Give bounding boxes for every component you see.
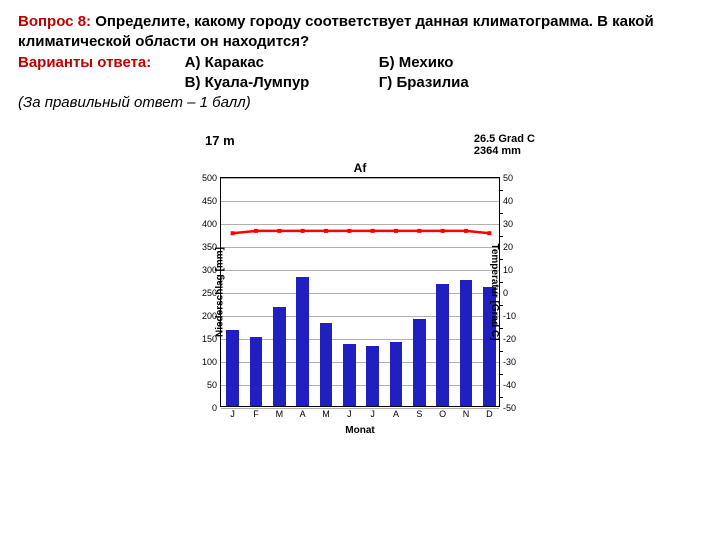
score-note: (За правильный ответ – 1 балл) (18, 93, 702, 113)
ytick-right: 0 (499, 288, 508, 298)
answer-g: Г) Бразилиа (379, 73, 569, 93)
question-text: Определите, какому городу соответствует … (18, 13, 654, 50)
climate-chart: 17 m 26.5 Grad C 2364 mm Af 050100150200… (145, 133, 575, 436)
month-label: S (416, 406, 422, 419)
ytick-right: 30 (499, 219, 513, 229)
month-label: A (393, 406, 399, 419)
ytick-right: 50 (499, 173, 513, 183)
ytick-right: -20 (499, 334, 516, 344)
month-label: N (463, 406, 470, 419)
ytick-left: 400 (202, 219, 221, 229)
month-label: J (347, 406, 352, 419)
ytick-left: 500 (202, 173, 221, 183)
chart-avg-temp: 26.5 Grad C (474, 133, 535, 145)
answer-b: Б) Мехико (379, 53, 569, 73)
ytick-right: 20 (499, 242, 513, 252)
month-label: A (300, 406, 306, 419)
month-label: M (276, 406, 284, 419)
temperature-line (221, 178, 501, 408)
month-label: D (486, 406, 493, 419)
ytick-right: -30 (499, 357, 516, 367)
month-label: J (230, 406, 235, 419)
chart-annual-precip: 2364 mm (474, 145, 535, 157)
y-label-right: Temperatur [Grad C] (489, 244, 500, 341)
ytick-right: -10 (499, 311, 516, 321)
month-label: F (253, 406, 259, 419)
ytick-left: 450 (202, 196, 221, 206)
ytick-left: 0 (212, 403, 221, 413)
month-label: J (370, 406, 375, 419)
answers-label: Варианты ответа: (18, 54, 151, 71)
month-label: O (439, 406, 446, 419)
ytick-right: -50 (499, 403, 516, 413)
answer-v: В) Куала-Лумпур (185, 73, 375, 93)
ytick-left: 50 (207, 380, 221, 390)
answer-a: А) Каракас (185, 53, 375, 73)
plot-area: 050100150200250300350400450500 -50-40-30… (220, 177, 500, 407)
ytick-left: 100 (202, 357, 221, 367)
y-label-left: Niederschlag [mm] (215, 247, 226, 337)
month-label: M (322, 406, 330, 419)
chart-elevation: 17 m (205, 133, 235, 157)
ytick-right: 40 (499, 196, 513, 206)
ytick-right: -40 (499, 380, 516, 390)
question-number: Вопрос 8: (18, 13, 91, 30)
ytick-right: 10 (499, 265, 513, 275)
x-label: Monat (145, 425, 575, 436)
